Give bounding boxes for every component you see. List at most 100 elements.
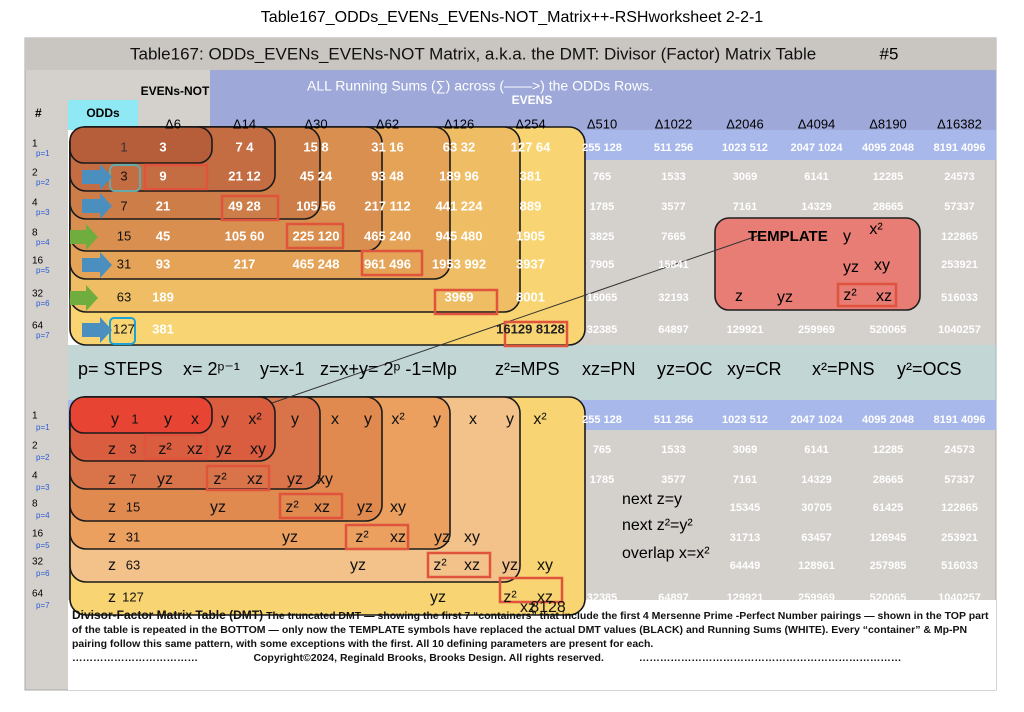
cell-value: 3825 [590, 231, 614, 243]
formula: xz=PN [582, 359, 636, 379]
cell-value: 12285 [873, 444, 904, 456]
cell-value: 57337 [944, 201, 975, 213]
cell-value: 1953 992 [432, 256, 486, 271]
delta-header: Δ254 [515, 116, 545, 131]
row-header: # [35, 106, 42, 120]
template-symbol: z [735, 288, 743, 305]
row-p: p=6 [36, 569, 50, 578]
cell-value: 16129 8128 [496, 321, 565, 336]
odd-value: 3 [120, 168, 127, 183]
symbol: y [291, 411, 299, 428]
cell-value: 122865 [941, 502, 978, 514]
sheet-number: #5 [880, 44, 899, 63]
arrow [70, 285, 98, 311]
cell-value: 128961 [798, 560, 835, 572]
cell-value: 28665 [873, 474, 904, 486]
cell-value: 259969 [798, 592, 835, 604]
cell-value: 8001 [516, 289, 545, 304]
cell-value: 14329 [801, 474, 832, 486]
row-number: 8 [32, 499, 38, 510]
template-symbol: yz [843, 259, 859, 276]
formula: z²=MPS [495, 359, 560, 379]
cell-value: 6141 [804, 444, 828, 456]
cell-value: 63457 [801, 532, 832, 544]
cell-value: 465 248 [293, 256, 340, 271]
symbol: x² [391, 411, 405, 428]
template-symbol: y [843, 228, 851, 245]
symbol: xz [537, 589, 553, 606]
odds-header: ODDs [86, 106, 120, 120]
row-p: p=3 [36, 208, 50, 217]
row-number: 2 [32, 441, 38, 452]
symbol: y [364, 411, 372, 428]
row-number: 16 [32, 529, 44, 540]
cell-value: 31713 [730, 532, 761, 544]
cell-value: 57337 [944, 474, 975, 486]
cell-value: 1040257 [938, 592, 981, 604]
arrow [82, 164, 112, 190]
symbol: xy [537, 557, 553, 574]
symbol: z² [503, 589, 517, 606]
evens-not-header: EVENs-NOT [141, 84, 210, 98]
cell-value: 3069 [733, 171, 757, 183]
symbol: yz [502, 557, 518, 574]
symbol: xy [250, 441, 266, 458]
symbol: xz [464, 557, 480, 574]
cell-value: 225 120 [293, 228, 340, 243]
note: next z²=y² [622, 517, 693, 534]
row-p: p=1 [36, 423, 50, 432]
cell-value: 511 256 [654, 414, 693, 426]
cell-value: 3937 [516, 256, 545, 271]
delta-header: Δ14 [233, 116, 256, 131]
symbol: yz [287, 471, 303, 488]
table-title: Table167: ODDs_EVENs_EVENs-NOT Matrix, a… [130, 44, 816, 63]
delta-header: Δ2046 [726, 116, 764, 131]
row-number: 16 [32, 256, 44, 267]
row-p: p=6 [36, 299, 50, 308]
copyright: Copyright©2024, Reginald Brooks, Brooks … [253, 652, 604, 664]
cell-value: 1533 [661, 171, 685, 183]
odd-value: 31 [117, 256, 131, 271]
arrow [82, 317, 112, 343]
cell-value: 126945 [870, 532, 907, 544]
formula: yz=OC [657, 359, 713, 379]
box [498, 576, 564, 604]
cell-value: 28665 [873, 201, 904, 213]
note: overlap x=x² [622, 545, 710, 562]
cell-value: 16065 [587, 292, 618, 304]
symbol: y [433, 411, 441, 428]
cell-value: 253921 [941, 259, 978, 271]
box [143, 433, 209, 461]
cell-value: 127 64 [511, 139, 552, 154]
symbol: xz [390, 529, 406, 546]
symbol: z² [433, 557, 447, 574]
cell-value: 122865 [941, 231, 978, 243]
symbol: yz [282, 529, 298, 546]
symbol: x² [248, 411, 262, 428]
odd-value: 127 [113, 321, 135, 336]
cell-value: 516033 [941, 292, 978, 304]
cell-value: 15345 [730, 502, 761, 514]
formula-row-bg [68, 345, 996, 400]
symbol: xz [314, 499, 330, 516]
symbol: x² [533, 411, 547, 428]
odds-header-bg [68, 100, 138, 130]
template-symbol: xy [874, 257, 890, 274]
cells: Δ6 Δ14 Δ30 Δ62 Δ126 Δ254 Δ510 Δ1022 Δ2046 Δ4094 Δ8… [32, 116, 986, 616]
formula: y²=OCS [897, 359, 962, 379]
cell-value: 129921 [727, 592, 764, 604]
cell-value: 49 28 [228, 198, 261, 213]
symbol: 127 [122, 589, 144, 604]
row-p: p=2 [36, 178, 50, 187]
cell-value: 7 4 [235, 139, 254, 154]
page-title: Table167_ODDs_EVENs_EVENs-NOT_Matrix++-R… [261, 9, 764, 26]
note: next z=y [622, 491, 682, 508]
cell-value: 45 24 [300, 168, 333, 183]
cell-value: 32385 [587, 324, 618, 336]
container [69, 126, 213, 164]
cell-value: 1023 512 [722, 414, 768, 426]
symbol: z² [355, 529, 369, 546]
cell-value: 4095 2048 [862, 142, 914, 154]
box [143, 163, 209, 191]
symbol: yz [157, 471, 173, 488]
